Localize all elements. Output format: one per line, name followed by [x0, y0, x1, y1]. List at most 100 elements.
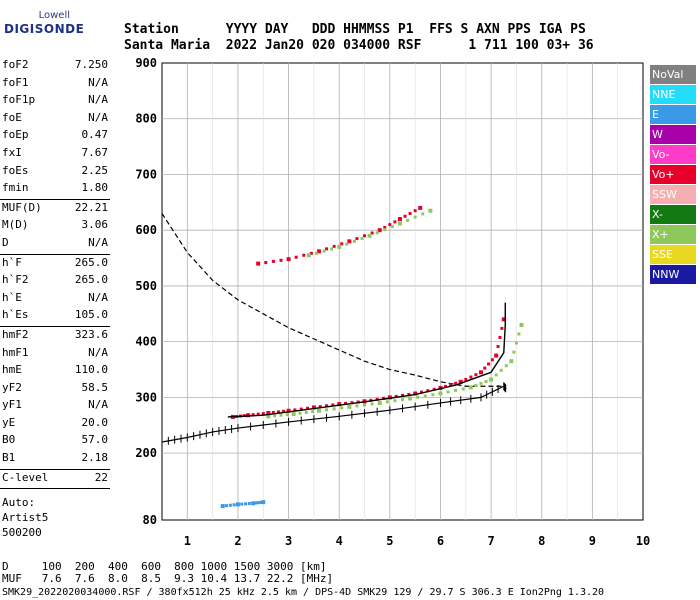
scatter-point	[286, 257, 291, 262]
scatter-point	[322, 249, 326, 253]
param-value: 323.6	[74, 327, 108, 341]
scatter-point	[512, 350, 516, 354]
scatter-point	[517, 332, 521, 336]
param-divider	[0, 198, 110, 200]
scatter-point	[461, 387, 465, 391]
scatter-point	[474, 383, 478, 387]
scatter-point	[279, 258, 283, 262]
scatter-point	[235, 502, 240, 507]
scatter-point	[479, 381, 483, 385]
scatter-point	[500, 326, 504, 330]
param-label: MUF(D)	[2, 200, 42, 214]
x-tick-label: 3	[285, 534, 292, 548]
param-label: B0	[2, 433, 16, 447]
scatter-point	[487, 362, 491, 366]
scatter-point	[302, 253, 306, 257]
param-value: N/A	[88, 235, 108, 249]
param-row-fof2: foF2 7.250	[0, 58, 110, 76]
scatter-point	[318, 405, 322, 409]
scatter-point	[311, 410, 315, 414]
param-value: 2.18	[81, 451, 109, 465]
scatter-point	[438, 385, 443, 390]
scatter-point	[251, 413, 255, 417]
scatter-point	[264, 261, 268, 265]
y-tick-label: 400	[135, 335, 157, 349]
scatter-point	[345, 242, 349, 246]
scatter-point	[408, 211, 412, 215]
param-value: 2.25	[81, 163, 109, 177]
scatter-point	[340, 406, 344, 410]
scatter-point	[514, 341, 518, 345]
scatter-point	[240, 502, 244, 506]
param-label: h`F2	[2, 273, 29, 287]
legend-item-ssw: SSW	[650, 185, 696, 204]
scatter-point	[519, 322, 524, 327]
scatter-point	[246, 413, 251, 418]
scatter-point	[337, 402, 342, 407]
scatter-point	[282, 409, 286, 413]
autoscale-line: Auto:	[2, 496, 36, 510]
scatter-point	[489, 377, 494, 382]
scatter-point	[483, 366, 487, 370]
scatter-point	[413, 209, 417, 213]
scatter-point	[382, 396, 386, 400]
scatter-point	[311, 405, 316, 410]
y-tick-label: 600	[135, 223, 157, 237]
legend-item-nnw: NNW	[650, 265, 696, 284]
scatter-point	[325, 247, 329, 251]
param-divider	[0, 325, 110, 327]
param-row-md: M(D) 3.06	[0, 218, 110, 236]
param-label: foF2	[2, 58, 29, 71]
param-value: 3.06	[81, 218, 109, 232]
scatter-point	[355, 404, 359, 408]
scatter-point	[330, 247, 334, 251]
scatter-point	[390, 225, 394, 229]
param-row-yf2: yF2 58.5	[0, 381, 110, 399]
param-label: foF1p	[2, 93, 36, 107]
scatter-point	[294, 255, 298, 259]
parameter-panel: foF2 7.250 foF1 N/A foF1p N/A foE N/A foEp 0.47 fx…	[0, 58, 110, 540]
scatter-point	[494, 353, 499, 358]
scatter-point	[244, 502, 248, 506]
scatter-point	[271, 259, 275, 263]
footer-distance-row: D 100 200 400 600 800 1000 1500 3000 [km…	[2, 560, 327, 573]
scatter-point	[444, 384, 448, 388]
autoscale-line: Artist5	[2, 511, 49, 525]
y-tick-label: 900	[135, 56, 157, 70]
param-label: foE	[2, 110, 22, 124]
scatter-point	[352, 239, 356, 243]
scatter-point	[377, 228, 382, 233]
param-label: hmE	[2, 363, 22, 377]
scatter-point	[407, 392, 411, 396]
autoscale-line: 500200	[2, 526, 42, 540]
scatter-point	[423, 394, 427, 398]
param-label: h`F	[2, 255, 22, 269]
param-row-fof1: foF1 N/A	[0, 76, 110, 94]
scatter-point	[449, 383, 453, 387]
scatter-point	[454, 388, 458, 392]
scatter-point	[438, 391, 443, 396]
scatter-point	[469, 375, 473, 379]
param-label: yF2	[2, 380, 22, 394]
scatter-point	[393, 220, 397, 224]
scatter-point	[266, 410, 271, 415]
scatter-point	[478, 370, 483, 375]
scatter-point	[332, 407, 336, 411]
scatter-point	[490, 358, 494, 362]
x-tick-label: 4	[336, 534, 343, 548]
param-value: 7.250	[74, 58, 108, 71]
scatter-point	[413, 215, 417, 219]
scatter-point	[468, 385, 473, 390]
param-row-fmin: fmin 1.80	[0, 181, 110, 199]
param-label: hmF2	[2, 327, 29, 341]
scatter-point	[285, 413, 289, 417]
legend-item-x: X+	[650, 225, 696, 244]
y-tick-label: 800	[135, 112, 157, 126]
y-tick-label: 500	[135, 279, 157, 293]
param-row-yf1: yF1 N/A	[0, 398, 110, 416]
param-row-mufd: MUF(D) 22.21	[0, 201, 110, 219]
param-label: hmF1	[2, 345, 29, 359]
scatter-point	[350, 401, 354, 405]
scatter-point	[413, 391, 418, 396]
legend-item-vo: Vo-	[650, 145, 696, 164]
